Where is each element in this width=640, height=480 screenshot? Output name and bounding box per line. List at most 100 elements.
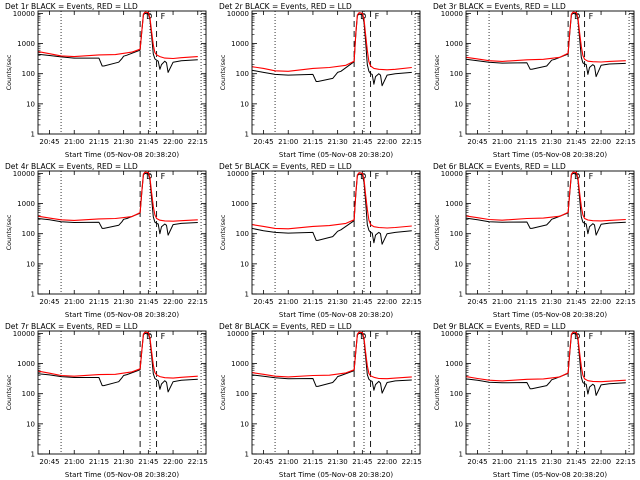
x-tick-label: 20:45 (253, 458, 273, 466)
chart-title: Det 9r BLACK = Events, RED = LLD (433, 322, 566, 331)
lld-series-line (251, 331, 412, 380)
y-tick-label: 1 (459, 451, 463, 459)
y-tick-label: 10000 (227, 170, 249, 178)
y-tick-label: 10000 (441, 330, 463, 338)
x-tick-label: 21:45 (138, 458, 158, 466)
x-tick-label: 22:15 (188, 298, 208, 306)
plot-frame (37, 170, 207, 295)
x-tick-label: 21:15 (89, 138, 109, 146)
x-tick-label: 21:15 (89, 298, 109, 306)
y-tick-label: 10 (26, 420, 35, 428)
x-tick-label: 21:30 (328, 138, 348, 146)
events-series-line (465, 12, 626, 78)
x-tick-label: 21:15 (89, 458, 109, 466)
x-axis-label: Start Time (05-Nov-08 20:38:20) (65, 471, 179, 479)
y-tick-label: 10000 (227, 10, 249, 18)
y-axis-label: Counts/sec (5, 214, 13, 250)
y-tick-label: 10000 (441, 10, 463, 18)
x-tick-label: 21:00 (492, 298, 512, 306)
chart-title: Det 5r BLACK = Events, RED = LLD (219, 162, 352, 171)
event-marker-label: F (161, 172, 166, 181)
y-tick-label: 1 (459, 291, 463, 299)
events-series-line (37, 172, 198, 236)
plot-frame (251, 330, 421, 455)
y-tick-label: 1 (31, 291, 35, 299)
x-tick-label: 21:15 (517, 138, 537, 146)
x-tick-label: 22:00 (591, 138, 611, 146)
chart-title: Det 6r BLACK = Events, RED = LLD (433, 162, 566, 171)
y-tick-label: 10 (454, 420, 463, 428)
chart-panel: Det 9r BLACK = Events, RED = LLD Counts/s… (433, 322, 636, 479)
y-tick-label: 10000 (13, 330, 35, 338)
x-tick-label: 22:15 (616, 298, 636, 306)
y-tick-label: 10 (240, 260, 249, 268)
chart-panel: Det 4r BLACK = Events, RED = LLD Counts/s… (5, 162, 208, 319)
x-tick-label: 20:45 (467, 458, 487, 466)
x-tick-label: 20:45 (39, 138, 59, 146)
event-marker-label: F (589, 332, 594, 341)
x-axis-label: Start Time (05-Nov-08 20:38:20) (279, 151, 393, 159)
event-marker-label: F (375, 332, 380, 341)
y-tick-label: 1000 (17, 200, 35, 208)
y-tick-label: 1000 (231, 40, 249, 48)
y-tick-label: 1000 (231, 360, 249, 368)
chart-panel: Det 6r BLACK = Events, RED = LLD Counts/s… (433, 162, 636, 319)
x-tick-label: 21:45 (352, 138, 372, 146)
y-axis-label: Counts/sec (433, 214, 441, 250)
x-tick-label: 20:45 (253, 138, 273, 146)
x-tick-label: 22:15 (402, 458, 422, 466)
chart-panel: Det 5r BLACK = Events, RED = LLD Counts/s… (219, 162, 422, 319)
chart-title: Det 2r BLACK = Events, RED = LLD (219, 2, 352, 11)
y-tick-label: 10 (454, 260, 463, 268)
y-axis-label: Counts/sec (219, 374, 227, 410)
y-tick-label: 1 (459, 131, 463, 139)
x-tick-label: 22:15 (402, 138, 422, 146)
x-axis-label: Start Time (05-Nov-08 20:38:20) (65, 151, 179, 159)
x-axis-label: Start Time (05-Nov-08 20:38:20) (65, 311, 179, 319)
y-tick-label: 1000 (445, 40, 463, 48)
x-axis-label: Start Time (05-Nov-08 20:38:20) (493, 471, 607, 479)
x-tick-label: 22:15 (616, 138, 636, 146)
events-series-line (37, 12, 198, 73)
x-axis-label: Start Time (05-Nov-08 20:38:20) (279, 471, 393, 479)
x-tick-label: 20:45 (467, 298, 487, 306)
y-tick-label: 1000 (445, 200, 463, 208)
y-tick-label: 1000 (17, 360, 35, 368)
chart-title: Det 4r BLACK = Events, RED = LLD (5, 162, 138, 171)
chart-title: Det 1r BLACK = Events, RED = LLD (5, 2, 138, 11)
x-tick-label: 21:45 (138, 138, 158, 146)
event-marker-label: F (589, 12, 594, 21)
x-tick-label: 21:15 (303, 298, 323, 306)
lld-series-line (251, 12, 412, 72)
lld-series-line (465, 11, 626, 63)
event-marker-label: F (161, 332, 166, 341)
x-tick-label: 22:00 (163, 458, 183, 466)
x-tick-label: 21:45 (352, 458, 372, 466)
x-axis-label: Start Time (05-Nov-08 20:38:20) (493, 311, 607, 319)
event-marker-label: F (375, 12, 380, 21)
y-tick-label: 10000 (13, 10, 35, 18)
events-series-line (251, 173, 412, 245)
y-tick-label: 10 (454, 100, 463, 108)
y-tick-label: 10 (240, 420, 249, 428)
events-series-line (251, 13, 412, 87)
x-tick-label: 22:00 (163, 138, 183, 146)
plot-frame (37, 10, 207, 135)
x-tick-label: 21:00 (278, 138, 298, 146)
y-tick-label: 10000 (13, 170, 35, 178)
lld-series-line (465, 331, 626, 383)
chart-title: Det 8r BLACK = Events, RED = LLD (219, 322, 352, 331)
x-tick-label: 22:15 (402, 298, 422, 306)
y-tick-label: 100 (236, 70, 249, 78)
x-tick-label: 21:30 (328, 298, 348, 306)
x-tick-label: 22:00 (591, 298, 611, 306)
x-tick-label: 20:45 (253, 298, 273, 306)
chart-title: Det 3r BLACK = Events, RED = LLD (433, 2, 566, 11)
y-tick-label: 100 (450, 70, 463, 78)
chart-panel: Det 7r BLACK = Events, RED = LLD Counts/s… (5, 322, 208, 479)
event-marker-label: F (161, 12, 166, 21)
x-tick-label: 21:15 (517, 298, 537, 306)
lld-series-line (465, 171, 626, 222)
x-tick-label: 21:45 (566, 298, 586, 306)
x-tick-label: 21:45 (566, 138, 586, 146)
